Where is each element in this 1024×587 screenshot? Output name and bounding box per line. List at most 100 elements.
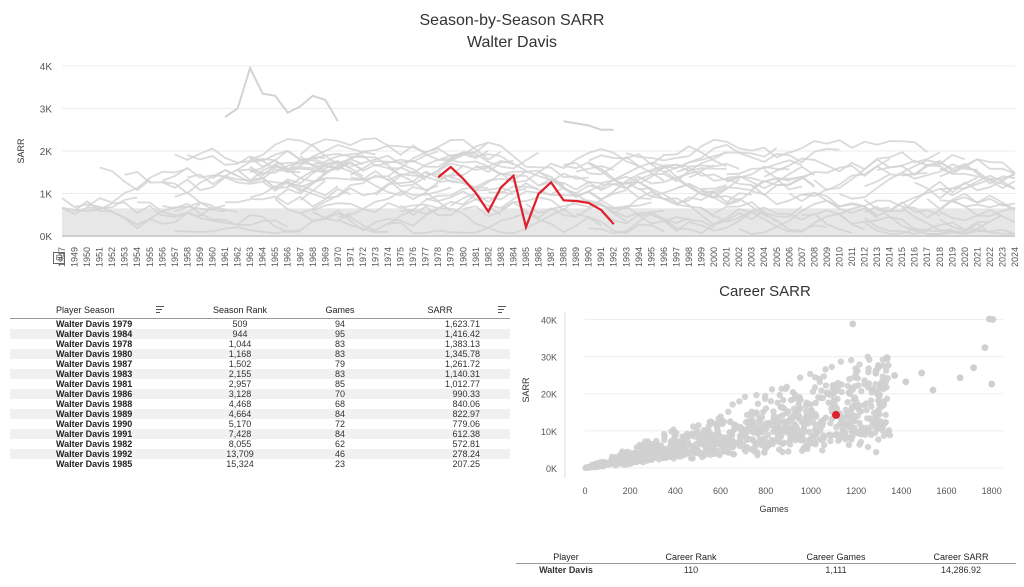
- y-tick-label: 2K: [40, 147, 53, 158]
- scatter-point: [796, 394, 803, 401]
- table-row[interactable]: Walter Davis 1989 4,664 84 822.97: [10, 409, 510, 419]
- scatter-point: [653, 437, 660, 445]
- x-tick-label: 1982: [483, 247, 493, 267]
- x-axis-label: Games: [759, 504, 789, 514]
- scatter-point: [880, 382, 887, 390]
- table-row[interactable]: Walter Davis 1985 15,324 23 207.25: [10, 459, 510, 469]
- scatter-point: [988, 380, 996, 388]
- table-row[interactable]: Walter Davis 1988 4,468 68 840.06: [10, 399, 510, 409]
- scatter-point: [804, 443, 811, 450]
- background-line: [588, 162, 715, 185]
- header-games[interactable]: Games: [325, 305, 355, 315]
- scatter-point: [882, 411, 889, 419]
- scatter-point: [770, 413, 777, 420]
- table-row[interactable]: Walter Davis 1980 1,168 83 1,345.78: [10, 349, 510, 359]
- scatter-point: [884, 354, 891, 361]
- scatter-point: [806, 428, 813, 436]
- background-line: [650, 145, 727, 168]
- cell-sarr: 840.06: [452, 399, 480, 409]
- x-tick-label: 2010: [834, 247, 844, 267]
- x-tick-label: 1993: [621, 247, 631, 267]
- scatter-point: [770, 408, 777, 415]
- scatter-point: [708, 420, 715, 427]
- table-row[interactable]: Walter Davis 1981 2,957 85 1,012.77: [10, 379, 510, 389]
- scatter-point: [858, 388, 865, 395]
- background-line: [387, 166, 427, 181]
- cell-rank: 13,709: [226, 449, 254, 459]
- x-tick-label: 2005: [772, 247, 782, 267]
- header-career-games[interactable]: Career Games: [806, 552, 866, 562]
- header-career-rank[interactable]: Career Rank: [665, 552, 717, 562]
- scatter-point: [885, 362, 892, 369]
- scatter-point: [783, 383, 791, 391]
- table-row[interactable]: Walter Davis 1991 7,428 84 612.38: [10, 429, 510, 439]
- background-line: [726, 159, 803, 176]
- x-tick-label: 1988: [559, 247, 569, 267]
- background-line: [187, 160, 364, 186]
- background-line: [701, 184, 727, 190]
- cell-rank: 2,155: [228, 369, 252, 379]
- scatter-point: [703, 444, 710, 451]
- sort-icon[interactable]: [156, 306, 164, 314]
- header-player-season[interactable]: Player Season: [56, 305, 115, 315]
- scatter-point: [660, 430, 668, 438]
- table-row[interactable]: Walter Davis 1984 944 95 1,416.42: [10, 329, 510, 339]
- header-player[interactable]: Player: [553, 552, 579, 562]
- cell-games: 72: [334, 419, 345, 429]
- scatter-point: [819, 434, 826, 441]
- scatter-point: [803, 412, 811, 420]
- x-tick-label: 1970: [333, 247, 343, 267]
- cell-sarr: 1,383.13: [444, 339, 480, 349]
- cell-games: 83: [334, 349, 345, 359]
- cell-rank: 944: [232, 329, 248, 339]
- header-season-rank[interactable]: Season Rank: [212, 305, 268, 315]
- cell-games: 85: [334, 379, 345, 389]
- scatter-point: [647, 441, 655, 448]
- scatter-point: [816, 378, 823, 386]
- scatter-point: [774, 399, 781, 406]
- table-row[interactable]: Walter Davis 1992 13,709 46 278.24: [10, 449, 510, 459]
- sort-icon[interactable]: [498, 306, 506, 314]
- scatter-point: [767, 398, 775, 405]
- background-line: [437, 141, 640, 192]
- scatter-point: [757, 441, 765, 448]
- background-line: [926, 192, 1016, 210]
- scatter-point: [956, 374, 964, 382]
- x-tick-label: 1996: [659, 247, 669, 267]
- career-player: Walter Davis: [539, 565, 593, 575]
- table-row[interactable]: Walter Davis 1978 1,044 83 1,383.13: [10, 339, 510, 349]
- x-tick-label: 2019: [947, 247, 957, 267]
- scatter-point: [789, 427, 796, 435]
- scatter-point: [679, 447, 686, 454]
- cell-rank: 4,468: [228, 399, 252, 409]
- table-row[interactable]: Walter Davis 1990 5,170 72 779.06: [10, 419, 510, 429]
- background-line: [274, 164, 339, 200]
- cell-games: 83: [334, 339, 345, 349]
- cell-player: Walter Davis 1983: [56, 369, 133, 379]
- table-row[interactable]: Walter Davis 1982 8,055 62 572.81: [10, 439, 510, 449]
- scatter-point: [828, 363, 836, 371]
- scatter-point: [713, 441, 720, 448]
- career-scatter-chart[interactable]: 0K 10K 20K 30K 40K 0 200 400 600 800 1000 1200 1400 1…: [515, 300, 1015, 522]
- career-table-row[interactable]: Walter Davis 110 1,111 14,286.92: [516, 564, 1016, 576]
- cell-player: Walter Davis 1980: [56, 349, 133, 359]
- axis-sort-icon[interactable]: ⊟: [53, 252, 65, 264]
- x-tick-label: 1955: [145, 247, 155, 267]
- cell-sarr: 1,416.42: [444, 329, 480, 339]
- scatter-point: [833, 430, 840, 438]
- table-row[interactable]: Walter Davis 1987 1,502 79 1,261.72: [10, 359, 510, 369]
- scatter-point: [810, 420, 818, 427]
- table-row[interactable]: Walter Davis 1986 3,128 70 990.33: [10, 389, 510, 399]
- scatter-point: [758, 414, 766, 421]
- table-row[interactable]: Walter Davis 1979 509 94 1,623.71: [10, 319, 510, 329]
- table-row[interactable]: Walter Davis 1983 2,155 83 1,140.31: [10, 369, 510, 379]
- header-sarr[interactable]: SARR: [427, 305, 453, 315]
- background-line: [349, 151, 539, 176]
- scatter-point: [872, 448, 880, 456]
- scatter-point: [820, 441, 828, 449]
- background-line: [550, 175, 752, 206]
- x-tick-label: 800: [758, 486, 773, 496]
- scatter-point: [811, 384, 819, 391]
- header-career-sarr[interactable]: Career SARR: [933, 552, 989, 562]
